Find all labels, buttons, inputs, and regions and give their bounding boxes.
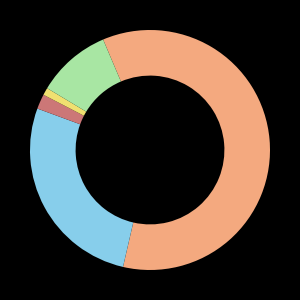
Wedge shape xyxy=(103,30,270,270)
Wedge shape xyxy=(44,88,86,116)
Wedge shape xyxy=(47,40,121,112)
Wedge shape xyxy=(30,109,133,267)
Wedge shape xyxy=(38,95,84,124)
